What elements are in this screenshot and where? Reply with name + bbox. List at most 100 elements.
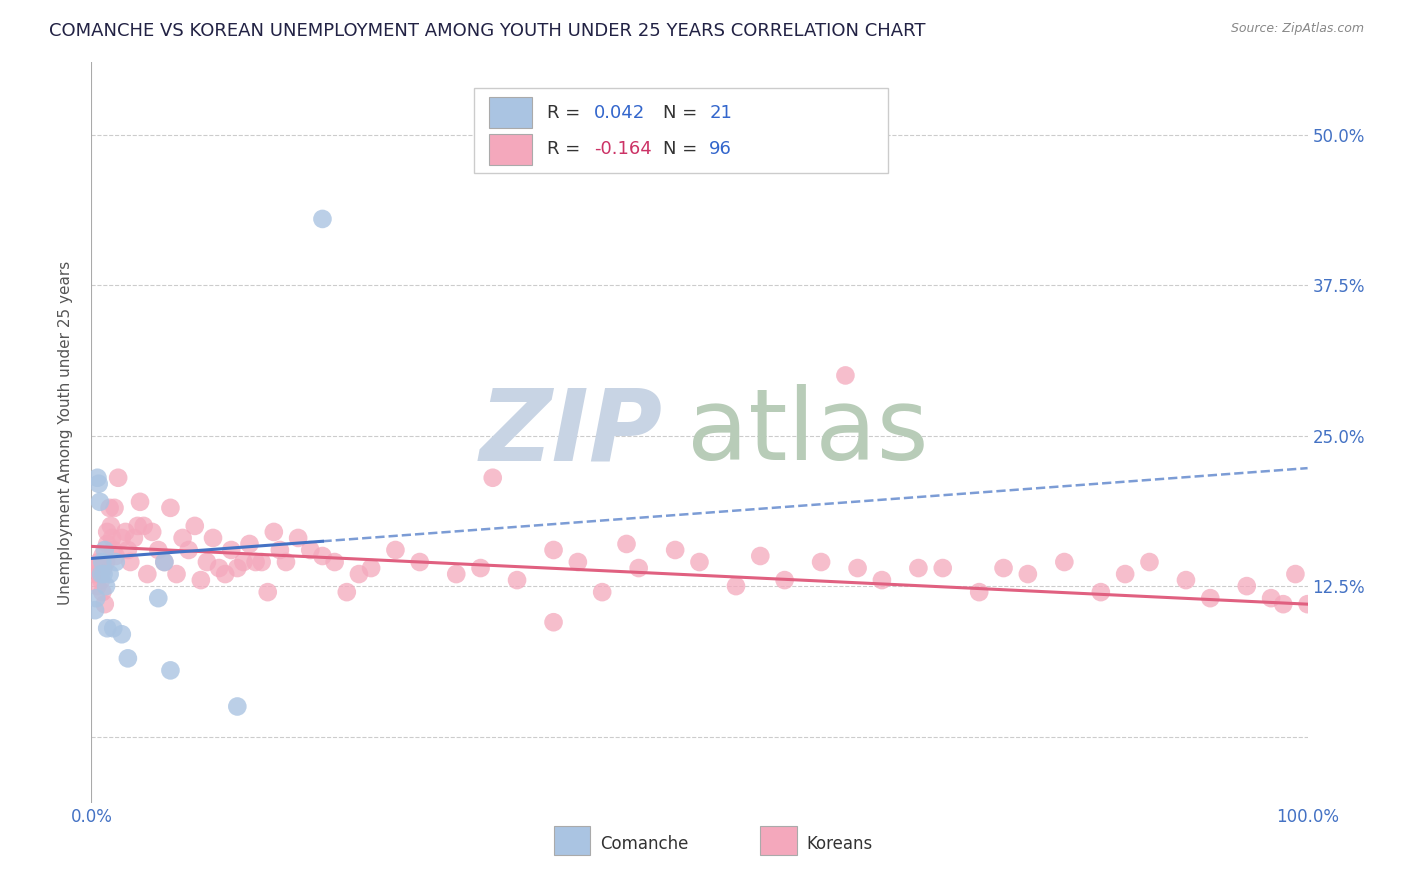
Point: [153, 555, 176, 569]
Point: [1017, 567, 1039, 582]
Text: Comanche: Comanche: [600, 835, 688, 853]
Point: [481, 471, 503, 485]
Point: [506, 573, 529, 587]
Point: [232, 555, 254, 569]
Point: [94, 597, 117, 611]
Point: [84, 603, 107, 617]
Point: [141, 524, 163, 539]
Point: [104, 549, 127, 563]
Text: ZIP: ZIP: [479, 384, 664, 481]
Point: [84, 591, 107, 606]
Point: [773, 573, 796, 587]
Point: [274, 555, 297, 569]
Point: [184, 519, 207, 533]
Point: [166, 567, 188, 582]
Point: [86, 579, 108, 593]
Point: [238, 537, 260, 551]
Text: -0.164: -0.164: [593, 140, 651, 158]
Text: R =: R =: [547, 140, 586, 158]
Point: [129, 495, 152, 509]
Point: [299, 543, 322, 558]
Point: [311, 211, 333, 226]
Point: [616, 537, 638, 551]
Point: [84, 561, 107, 575]
Point: [98, 567, 121, 582]
Point: [1199, 591, 1222, 606]
Point: [347, 567, 370, 582]
Point: [117, 651, 139, 665]
Point: [107, 471, 129, 485]
Point: [263, 524, 285, 539]
Point: [287, 531, 309, 545]
Point: [256, 585, 278, 599]
Point: [931, 561, 953, 575]
Point: [1260, 591, 1282, 606]
Point: [89, 567, 111, 582]
Point: [444, 567, 467, 582]
Point: [122, 531, 145, 545]
Point: [103, 621, 125, 635]
Point: [1175, 573, 1198, 587]
Point: [323, 555, 346, 569]
Point: [100, 519, 122, 533]
Point: [159, 500, 181, 515]
Text: Koreans: Koreans: [807, 835, 873, 853]
Point: [591, 585, 613, 599]
Point: [219, 543, 242, 558]
Point: [87, 476, 110, 491]
Point: [84, 567, 107, 582]
Point: [1139, 555, 1161, 569]
Point: [1053, 555, 1076, 569]
Point: [136, 567, 159, 582]
Point: [96, 524, 118, 539]
Point: [967, 585, 990, 599]
Point: [543, 543, 565, 558]
FancyBboxPatch shape: [761, 827, 797, 855]
Point: [810, 555, 832, 569]
Point: [111, 627, 134, 641]
Point: [91, 555, 114, 569]
Point: [543, 615, 565, 630]
Point: [749, 549, 772, 563]
Point: [98, 500, 121, 515]
FancyBboxPatch shape: [489, 97, 531, 128]
Point: [360, 561, 382, 575]
Point: [89, 495, 111, 509]
Point: [117, 543, 139, 558]
Point: [724, 579, 747, 593]
Point: [1114, 567, 1136, 582]
Point: [91, 549, 114, 563]
Point: [91, 585, 114, 599]
Point: [1236, 579, 1258, 593]
Point: [94, 543, 117, 558]
Point: [148, 591, 170, 606]
Point: [470, 561, 492, 575]
Point: [132, 519, 155, 533]
Text: 21: 21: [709, 103, 733, 122]
Point: [111, 531, 134, 545]
Point: [567, 555, 589, 569]
Point: [159, 664, 181, 678]
Point: [93, 567, 115, 582]
Point: [384, 543, 406, 558]
Point: [269, 543, 291, 558]
Point: [214, 567, 236, 582]
Text: 0.042: 0.042: [593, 103, 645, 122]
Point: [101, 531, 124, 545]
FancyBboxPatch shape: [554, 827, 591, 855]
Point: [336, 585, 359, 599]
Point: [907, 561, 929, 575]
Point: [153, 555, 176, 569]
Point: [114, 524, 136, 539]
Point: [870, 573, 893, 587]
Point: [846, 561, 869, 575]
Point: [1272, 597, 1295, 611]
Point: [993, 561, 1015, 575]
Point: [120, 555, 142, 569]
Point: [250, 555, 273, 569]
Point: [148, 543, 170, 558]
Point: [94, 555, 117, 569]
Point: [1090, 585, 1112, 599]
Text: COMANCHE VS KOREAN UNEMPLOYMENT AMONG YOUTH UNDER 25 YEARS CORRELATION CHART: COMANCHE VS KOREAN UNEMPLOYMENT AMONG YO…: [49, 22, 925, 40]
Point: [409, 555, 432, 569]
